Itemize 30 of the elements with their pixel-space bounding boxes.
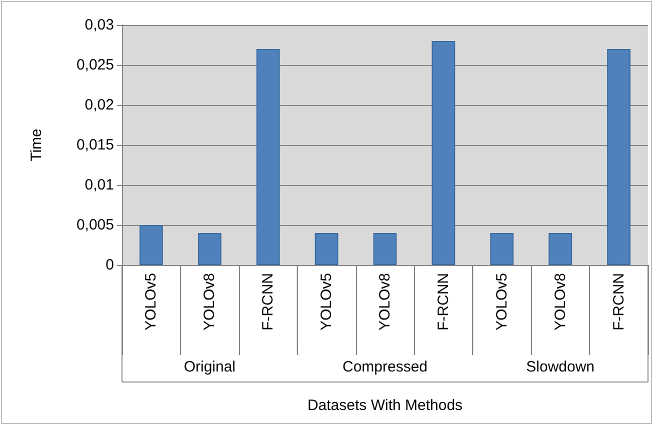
y-tick-label: 0,025 <box>76 56 114 74</box>
y-tick-label: 0,015 <box>76 136 114 154</box>
bar <box>548 233 572 265</box>
x-tick-label: F-RCNN <box>434 273 452 330</box>
bar <box>432 41 456 265</box>
x-tick-label: F-RCNN <box>610 273 628 330</box>
bar <box>140 225 163 265</box>
y-tick-label: 0,01 <box>84 176 114 194</box>
bar <box>607 49 630 265</box>
bar <box>198 233 222 265</box>
x-tick-label: F-RCNN <box>260 273 277 330</box>
bar <box>490 233 514 265</box>
x-tick-label: YOLOv8 <box>552 273 569 331</box>
x-tick-label: YOLOv5 <box>142 273 160 331</box>
y-tick-label: 0,02 <box>84 96 114 114</box>
y-axis-title: Time <box>28 128 45 162</box>
bar <box>256 49 280 265</box>
x-tick-label: YOLOv8 <box>376 273 394 331</box>
x-axis-title: Datasets With Methods <box>307 397 463 414</box>
bar <box>314 233 338 265</box>
text: Compressed <box>342 358 428 376</box>
y-tick-label: 0 <box>106 256 114 274</box>
x-tick-label: YOLOv8 <box>201 273 218 331</box>
y-tick-label: 0,005 <box>76 216 114 234</box>
x-tick-label: YOLOv5 <box>493 273 510 331</box>
text: Slowdown <box>526 358 595 376</box>
x-tick-label: YOLOv5 <box>318 273 336 331</box>
text: Original <box>184 358 236 376</box>
y-tick-label: 0,03 <box>84 16 114 34</box>
bar <box>373 233 397 265</box>
